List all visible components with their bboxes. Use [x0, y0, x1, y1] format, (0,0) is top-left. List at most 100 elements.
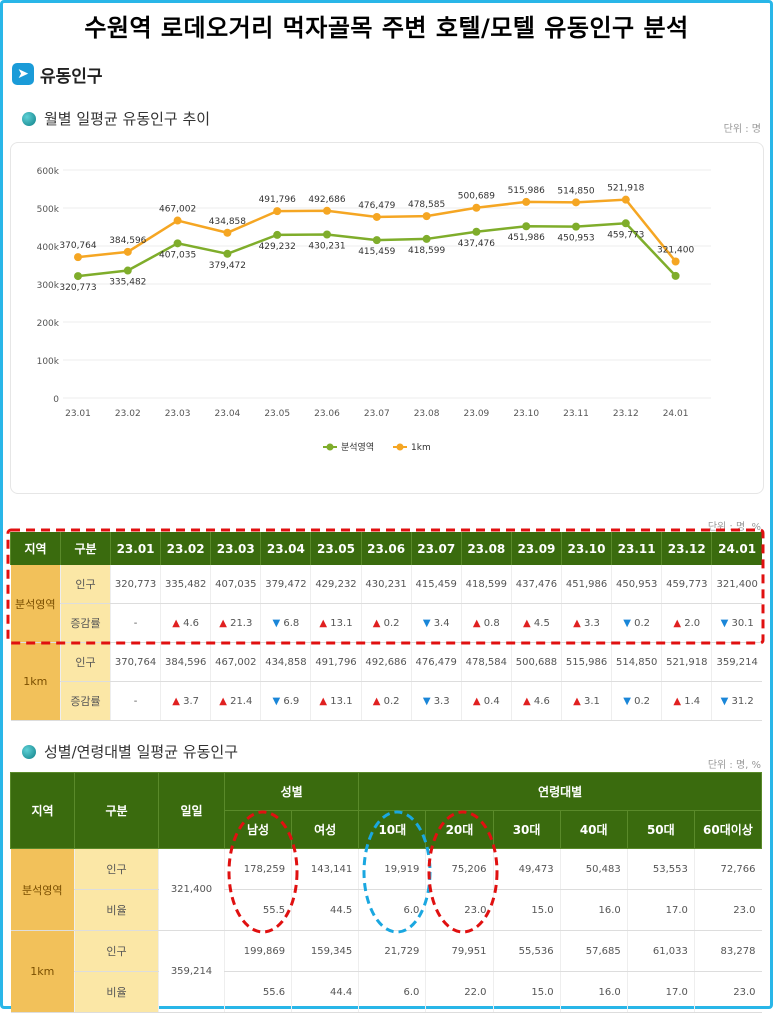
- monthly-table: 지역 구분 23.01 23.02 23.03 23.04 23.05 23.06 23.07 2…: [10, 532, 762, 721]
- data-point: [422, 212, 431, 221]
- data-label: 451,986: [508, 233, 545, 243]
- arrow-up-icon: ▲: [372, 695, 384, 707]
- value-cell: 53,553: [626, 848, 695, 890]
- change-cell: ▲ 0.4: [460, 681, 512, 721]
- value-cell: 55.5: [223, 889, 292, 931]
- column-header: 23.03: [210, 532, 261, 565]
- change-value: 6.8: [283, 617, 300, 629]
- data-point: [572, 198, 580, 207]
- value-cell: 476,479: [410, 642, 462, 682]
- data-point: [472, 203, 481, 212]
- header-category: 구분: [74, 772, 159, 849]
- value-cell: 379,472: [260, 565, 311, 604]
- value-cell: 451,986: [560, 565, 612, 604]
- value-cell: 514,850: [611, 642, 662, 682]
- value-cell: 16.0: [559, 889, 628, 931]
- value-cell: 415,459: [410, 565, 462, 604]
- value-cell: 22.0: [425, 971, 493, 1013]
- data-label: 321,400: [657, 245, 694, 255]
- data-label: 459,773: [607, 230, 644, 240]
- change-cell: ▲ 2.0: [661, 603, 712, 643]
- y-tick-label: 200k: [37, 319, 60, 329]
- data-label: 467,002: [159, 205, 196, 215]
- data-point: [223, 249, 232, 258]
- data-label: 335,482: [109, 278, 146, 288]
- data-point: [273, 207, 282, 216]
- arrow-down-icon: ▼: [720, 617, 732, 629]
- arrow-up-icon: ▲: [219, 695, 231, 707]
- value-cell: 55,536: [492, 930, 561, 972]
- value-cell: 49,473: [492, 848, 561, 890]
- table-row: 비율 55.5 44.5 6.0 23.0 15.0 16.0 17.0 23.0: [11, 889, 762, 931]
- data-label: 450,953: [557, 234, 594, 244]
- category-cell: 인구: [60, 565, 111, 604]
- value-cell: 21,729: [358, 930, 426, 972]
- header-region: 지역: [10, 772, 75, 849]
- x-tick-label: 23.05: [264, 409, 290, 419]
- demographic-table: 지역 구분 일일 성별 연령대별 남성 여성 10대 20대 30대 40대 50대 60대이…: [10, 772, 763, 1013]
- value-cell: 16.0: [559, 971, 628, 1013]
- x-tick-label: 23.08: [414, 409, 440, 419]
- change-cell: ▲ 1.4: [661, 681, 712, 721]
- chart-section-title: 월별 일평균 유동인구 추이: [44, 110, 211, 128]
- change-cell: ▼ 31.2: [711, 681, 762, 721]
- value-cell: 159,345: [291, 930, 359, 972]
- value-cell: 23.0: [693, 971, 762, 1013]
- bullet-icon: [22, 744, 36, 759]
- table-row: 증감률 - ▲ 4.6 ▲ 21.3 ▼ 6.8 ▲ 13.1 ▲ 0.2 ▼ 3.4 ▲ 0.…: [11, 603, 762, 643]
- table-row: 비율 55.6 44.4 6.0 22.0 15.0 16.0 17.0 23.0: [11, 971, 762, 1013]
- change-cell: ▼ 30.1: [711, 603, 762, 643]
- arrow-up-icon: ▲: [319, 695, 331, 707]
- data-label: 370,764: [59, 241, 96, 251]
- change-value: -: [133, 695, 138, 707]
- data-point: [422, 234, 431, 243]
- value-cell: 459,773: [661, 565, 712, 604]
- data-label: 429,232: [259, 242, 296, 252]
- change-value: 3.3: [584, 617, 600, 629]
- data-point: [522, 222, 531, 231]
- arrow-up-icon: ▲: [523, 617, 534, 629]
- column-header: 23.02: [160, 532, 211, 565]
- chart-unit: 단위 : 명: [723, 124, 761, 135]
- value-cell: 335,482: [160, 565, 211, 604]
- arrow-up-icon: ▲: [523, 695, 534, 707]
- value-cell: 19,919: [358, 848, 426, 890]
- change-value: 6.9: [283, 695, 300, 707]
- sub-column-header: 50대: [626, 810, 695, 849]
- change-cell: ▼ 0.2: [611, 603, 662, 643]
- change-value: 13.1: [330, 617, 353, 629]
- change-value: 3.4: [433, 617, 450, 629]
- data-point: [74, 253, 82, 262]
- data-point: [273, 230, 282, 239]
- table2-section-title: 성별/연령대별 일평균 유동인구: [44, 743, 238, 761]
- change-cell: ▲ 0.2: [360, 681, 412, 721]
- change-value: 30.1: [731, 617, 754, 629]
- change-value: 0.2: [634, 695, 651, 707]
- value-cell: 72,766: [693, 848, 762, 890]
- value-cell: 434,858: [260, 642, 311, 682]
- data-point: [621, 219, 630, 228]
- change-value: 0.8: [483, 617, 500, 629]
- y-tick-label: 500k: [37, 205, 60, 215]
- value-cell: 55.6: [223, 971, 292, 1013]
- arrow-down-icon: ▼: [272, 695, 284, 707]
- arrow-down-icon: ▼: [422, 617, 434, 629]
- data-point: [323, 206, 331, 215]
- change-cell: ▲ 3.3: [560, 603, 612, 643]
- legend-label: 분석영역: [341, 442, 374, 453]
- value-cell: 418,599: [460, 565, 512, 604]
- value-cell: 61,033: [626, 930, 695, 972]
- value-cell: 23.0: [425, 889, 493, 931]
- category-cell: 비율: [74, 889, 159, 931]
- change-value: 3.7: [183, 695, 200, 707]
- value-cell: 384,596: [160, 642, 211, 682]
- category-cell: 비율: [74, 971, 159, 1013]
- data-point: [173, 216, 182, 225]
- data-label: 320,773: [59, 283, 96, 293]
- change-value: 3.3: [433, 695, 450, 707]
- sub-column-header: 60대이상: [693, 810, 763, 849]
- monthly-table-header: 지역 구분 23.01 23.02 23.03 23.04 23.05 23.06 23.07 2…: [10, 532, 762, 565]
- x-tick-label: 23.07: [364, 409, 390, 419]
- data-point: [621, 195, 630, 204]
- column-header: 23.10: [560, 532, 612, 565]
